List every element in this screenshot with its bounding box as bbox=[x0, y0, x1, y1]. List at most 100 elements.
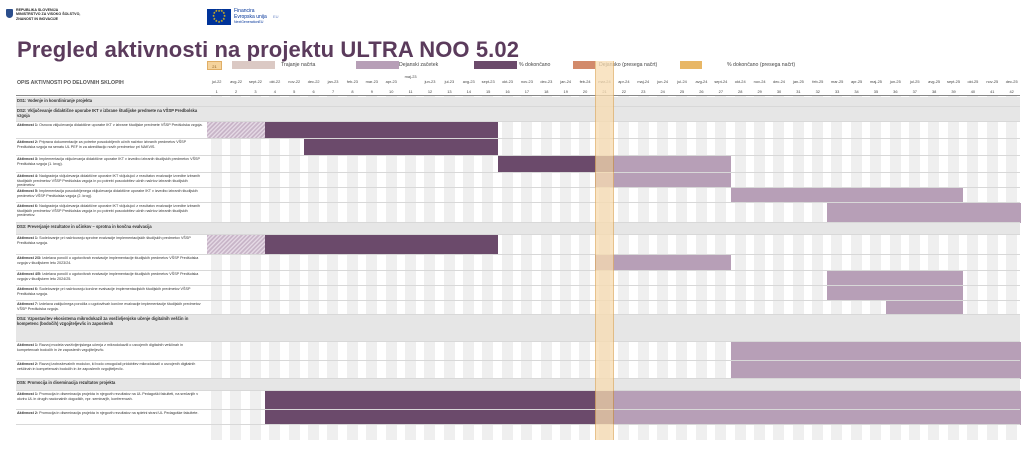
gantt-bar bbox=[265, 410, 615, 425]
month-number: 34 bbox=[854, 89, 859, 94]
gantt-bar bbox=[594, 255, 731, 271]
activity-row: Aktivnost 3: Implementacija vključevanja… bbox=[16, 156, 1020, 173]
month-number: 39 bbox=[951, 89, 956, 94]
row-divider bbox=[16, 138, 1020, 139]
activity-label: Aktivnost 4: Nadgradnja vključevanja did… bbox=[17, 174, 200, 188]
month-number: 42 bbox=[1009, 89, 1014, 94]
activity-row: Aktivnost 2: Promocija in diseminacija p… bbox=[16, 410, 1022, 425]
grid-band bbox=[521, 96, 533, 440]
section-title: DS1: Vodenje in koordiniranje projekta bbox=[17, 98, 92, 103]
activity-name: Aktivnost 1: bbox=[17, 123, 39, 127]
month-number: 23 bbox=[641, 89, 646, 94]
section-row: DS1: Vodenje in koordiniranje projekta bbox=[16, 97, 1020, 107]
month-number: 2 bbox=[234, 89, 238, 94]
activity-row: Aktivnost 4: Nadgradnja vključevanja did… bbox=[16, 173, 1020, 188]
activity-row: Aktivnost 2/3: Izdelava poročil o ugotov… bbox=[16, 255, 1020, 271]
row-divider bbox=[16, 300, 1020, 301]
gantt-bar bbox=[265, 235, 498, 255]
activity-label: Aktivnost 1: Osnova vključevanja didakti… bbox=[17, 123, 203, 127]
month-label: jun-23 bbox=[424, 79, 436, 84]
month-number: 30 bbox=[776, 89, 782, 94]
eu-sub-label: NextGenerationEU bbox=[234, 20, 264, 24]
page-title: Pregled aktivnosti na projektu ULTRA NOO… bbox=[17, 37, 520, 62]
activity-row: Aktivnost 6: Sodelovanje pri načrtovanju… bbox=[16, 286, 1020, 301]
month-label: jul-25 bbox=[909, 79, 920, 84]
activity-label: Aktivnost 2: Promocija in diseminacija p… bbox=[17, 411, 199, 415]
row-divider bbox=[16, 270, 1020, 271]
legend-label: Dejansko (presega načrt) bbox=[599, 62, 658, 68]
activity-label: Aktivnost 2: Razvoj izobraževalnih modul… bbox=[17, 362, 196, 371]
month-number: 28 bbox=[738, 89, 743, 94]
row-divider bbox=[16, 360, 1020, 361]
row-divider bbox=[16, 341, 1020, 342]
legend-swatch bbox=[680, 61, 702, 69]
grid-band bbox=[579, 96, 591, 440]
activity-label: Aktivnost 2/3: Izdelava poročil o ugotov… bbox=[17, 256, 199, 265]
activity-name: Aktivnost 6: bbox=[17, 204, 39, 208]
activity-row: Aktivnost 7: Izdelava zaključnega poroči… bbox=[16, 301, 1020, 315]
grid-band bbox=[1005, 96, 1017, 440]
activity-row: Aktivnost 6: Nadgradnja vključevanja did… bbox=[16, 203, 1022, 223]
row-divider bbox=[16, 409, 1020, 410]
activity-row: Aktivnost 1: Promocija in diseminacija p… bbox=[16, 391, 1022, 410]
month-label: apr-23 bbox=[385, 79, 397, 84]
month-number: 16 bbox=[505, 89, 510, 94]
grid-band bbox=[773, 96, 785, 440]
grid-band bbox=[928, 96, 940, 440]
section-title: DS5: Promocija in diseminacija rezultato… bbox=[17, 380, 116, 385]
activity-label: Aktivnost 4/5: Izdelava poročil o ugotov… bbox=[17, 272, 199, 281]
grid-band bbox=[734, 96, 746, 440]
month-label: jul-24 bbox=[677, 79, 687, 84]
gantt-bar bbox=[730, 361, 1022, 379]
month-label: dec-24 bbox=[773, 79, 785, 84]
grid-band bbox=[792, 96, 804, 440]
gantt-bar bbox=[303, 139, 498, 156]
activity-name: Aktivnost 1: bbox=[17, 392, 39, 396]
gantt-bar bbox=[207, 122, 266, 139]
row-divider bbox=[16, 285, 1020, 286]
month-label: okt-25 bbox=[967, 79, 979, 84]
month-number: 1 bbox=[215, 89, 218, 94]
month-number: 29 bbox=[757, 89, 762, 94]
month-label: jul-23 bbox=[444, 79, 455, 84]
legend-swatch bbox=[573, 61, 595, 69]
row-divider bbox=[16, 254, 1020, 255]
row-divider bbox=[16, 202, 1020, 203]
month-label: avg-22 bbox=[230, 79, 243, 84]
activity-name: Aktivnost 6: bbox=[17, 287, 39, 291]
grid-band bbox=[211, 96, 222, 440]
grid-band bbox=[230, 96, 242, 440]
month-number: 3 bbox=[254, 89, 257, 94]
month-number: 9 bbox=[370, 89, 373, 94]
month-label: mar-23 bbox=[365, 79, 378, 84]
grid-band bbox=[560, 96, 572, 440]
month-label: feb-24 bbox=[579, 79, 591, 84]
month-label: apr-25 bbox=[850, 79, 863, 84]
month-number: 33 bbox=[835, 89, 840, 94]
month-label: mar-25 bbox=[831, 79, 844, 84]
legend-label: Dejanski začetek bbox=[399, 62, 439, 68]
month-label: jun-25 bbox=[889, 79, 901, 84]
row-divider bbox=[16, 424, 1020, 425]
month-number: 6 bbox=[312, 89, 315, 94]
grid-band bbox=[812, 96, 824, 440]
activity-name: Aktivnost 1: bbox=[17, 236, 39, 240]
month-label: maj-24 bbox=[637, 79, 650, 84]
grid-band bbox=[327, 96, 339, 440]
grid-band bbox=[307, 96, 319, 440]
activity-row: Aktivnost 2: Razvoj izobraževalnih modul… bbox=[16, 361, 1022, 379]
grid-band bbox=[366, 96, 378, 440]
legend-current-month: 21 bbox=[207, 61, 222, 70]
activity-label: Aktivnost 7: Izdelava zaključnega poroči… bbox=[17, 302, 201, 311]
gantt-bar bbox=[594, 173, 731, 188]
section-row: DS4: Vzpostavitev ekosistema mikrodokazi… bbox=[16, 315, 1020, 342]
gantt-bar bbox=[614, 410, 1022, 425]
activity-name: Aktivnost 2: bbox=[17, 411, 39, 415]
month-label: sept-23 bbox=[481, 79, 495, 84]
month-label: dec-23 bbox=[540, 79, 553, 84]
grid-band bbox=[424, 96, 436, 440]
activity-row: Aktivnost 2: Priprava dokumentacije za p… bbox=[16, 139, 1020, 156]
gantt-bar bbox=[207, 235, 266, 255]
eu-flag-icon: ★ ★ ★ ★ ★ ★ ★ ★ ★ ★ ★ ★ bbox=[207, 9, 231, 25]
activity-name: Aktivnost 2: bbox=[17, 362, 39, 366]
